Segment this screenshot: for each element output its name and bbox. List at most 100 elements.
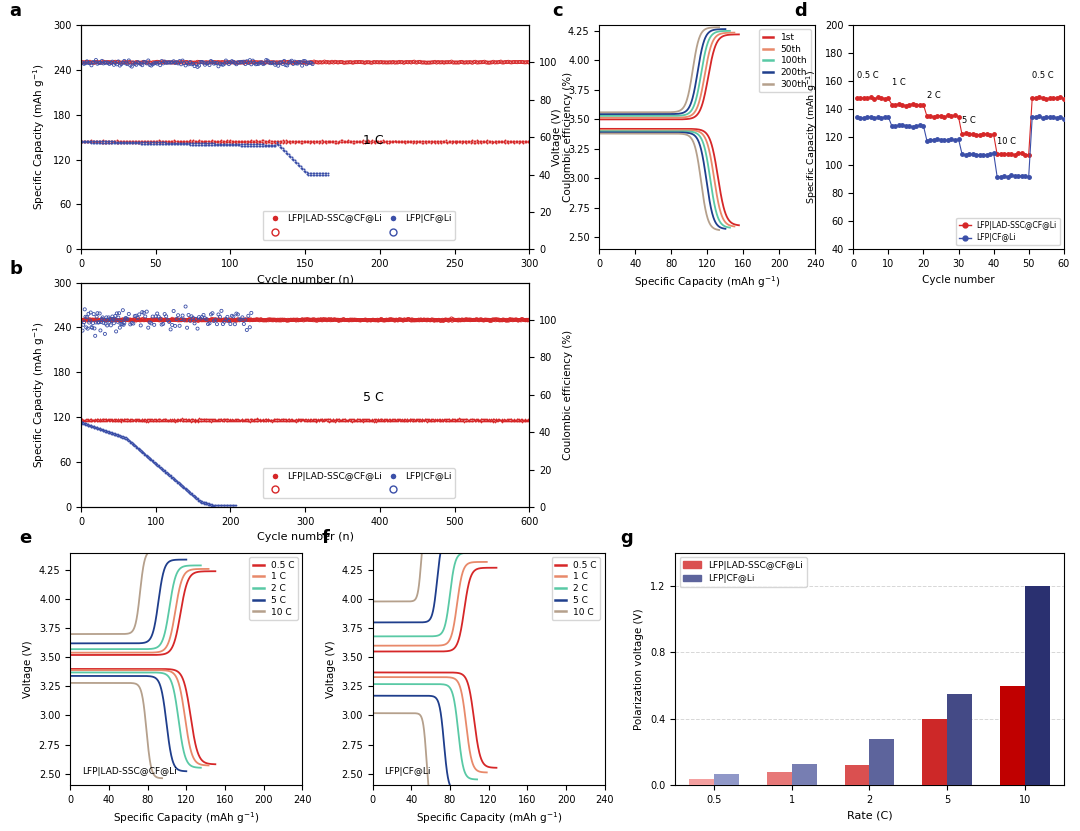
Point <box>96 136 113 150</box>
Point <box>207 137 225 150</box>
Point <box>260 312 278 326</box>
Point <box>308 415 325 428</box>
Point <box>121 414 138 427</box>
Point <box>379 413 396 426</box>
Point <box>174 413 191 426</box>
Point <box>183 310 200 323</box>
Point <box>161 134 178 147</box>
Point <box>373 414 390 427</box>
Point <box>176 415 193 428</box>
Point <box>319 415 336 428</box>
Point <box>166 415 184 428</box>
Point <box>408 135 426 148</box>
Legend: 1st, 50th, 100th, 200th, 300th: 1st, 50th, 100th, 200th, 300th <box>759 29 811 92</box>
Point <box>301 412 319 425</box>
Point <box>131 307 148 321</box>
Point <box>313 134 330 147</box>
Point <box>173 478 190 491</box>
Point <box>275 415 293 428</box>
Point <box>147 413 164 426</box>
Point <box>259 413 276 426</box>
Point <box>485 313 502 327</box>
Point <box>401 415 418 428</box>
Point <box>430 413 447 426</box>
Point <box>183 413 200 426</box>
Point <box>178 313 195 327</box>
Point <box>224 499 241 512</box>
Point <box>243 139 260 152</box>
Point <box>173 313 190 327</box>
Point <box>400 134 417 147</box>
Point <box>226 500 243 514</box>
Point <box>171 136 188 150</box>
Point <box>421 415 438 428</box>
Point <box>488 313 505 327</box>
Point <box>497 134 514 147</box>
Point <box>226 500 243 514</box>
Point <box>384 313 402 327</box>
Point <box>235 414 253 427</box>
Point <box>265 56 282 69</box>
Point <box>124 415 141 428</box>
Point <box>201 497 218 510</box>
Point <box>175 136 192 150</box>
Point <box>204 499 221 513</box>
Point <box>512 56 529 69</box>
Point <box>91 307 108 320</box>
Point <box>103 57 120 70</box>
Point <box>158 466 175 479</box>
Point <box>173 313 190 327</box>
Point <box>489 313 507 327</box>
Point <box>92 57 109 70</box>
Point <box>311 135 328 148</box>
Point <box>274 136 292 150</box>
Point <box>185 312 202 325</box>
Point <box>92 136 109 150</box>
Point <box>91 57 108 70</box>
Point <box>286 56 303 69</box>
Point <box>136 413 153 426</box>
Point <box>377 412 394 425</box>
Point <box>77 135 94 148</box>
Point <box>267 140 284 153</box>
Point <box>165 473 183 486</box>
Point <box>471 135 488 149</box>
Point <box>145 414 162 427</box>
Point <box>214 137 231 150</box>
Point <box>253 138 270 151</box>
Point <box>513 135 530 149</box>
Point <box>423 414 441 427</box>
Text: 1 C: 1 C <box>363 134 384 147</box>
Point <box>114 412 132 425</box>
Point <box>389 313 406 327</box>
Point <box>188 492 205 505</box>
Point <box>471 135 488 148</box>
Point <box>280 314 297 327</box>
Point <box>442 413 459 426</box>
Point <box>212 310 229 323</box>
Point <box>268 137 285 150</box>
Point <box>369 135 387 149</box>
Point <box>126 57 144 70</box>
Point <box>278 146 295 160</box>
Point <box>287 56 305 69</box>
Point <box>284 413 301 426</box>
Point <box>274 143 292 156</box>
Point <box>306 55 323 68</box>
Point <box>318 136 335 150</box>
Point <box>353 313 370 327</box>
Point <box>481 413 498 426</box>
Point <box>459 414 476 427</box>
Point <box>139 415 157 428</box>
Point <box>512 313 529 327</box>
Point <box>107 135 124 148</box>
Point <box>341 134 359 147</box>
Point <box>229 57 246 70</box>
Point <box>93 422 110 435</box>
Point <box>191 494 208 507</box>
Point <box>124 413 141 426</box>
Point <box>215 414 232 427</box>
Point <box>337 135 354 149</box>
Point <box>356 57 374 70</box>
Point <box>324 413 341 426</box>
